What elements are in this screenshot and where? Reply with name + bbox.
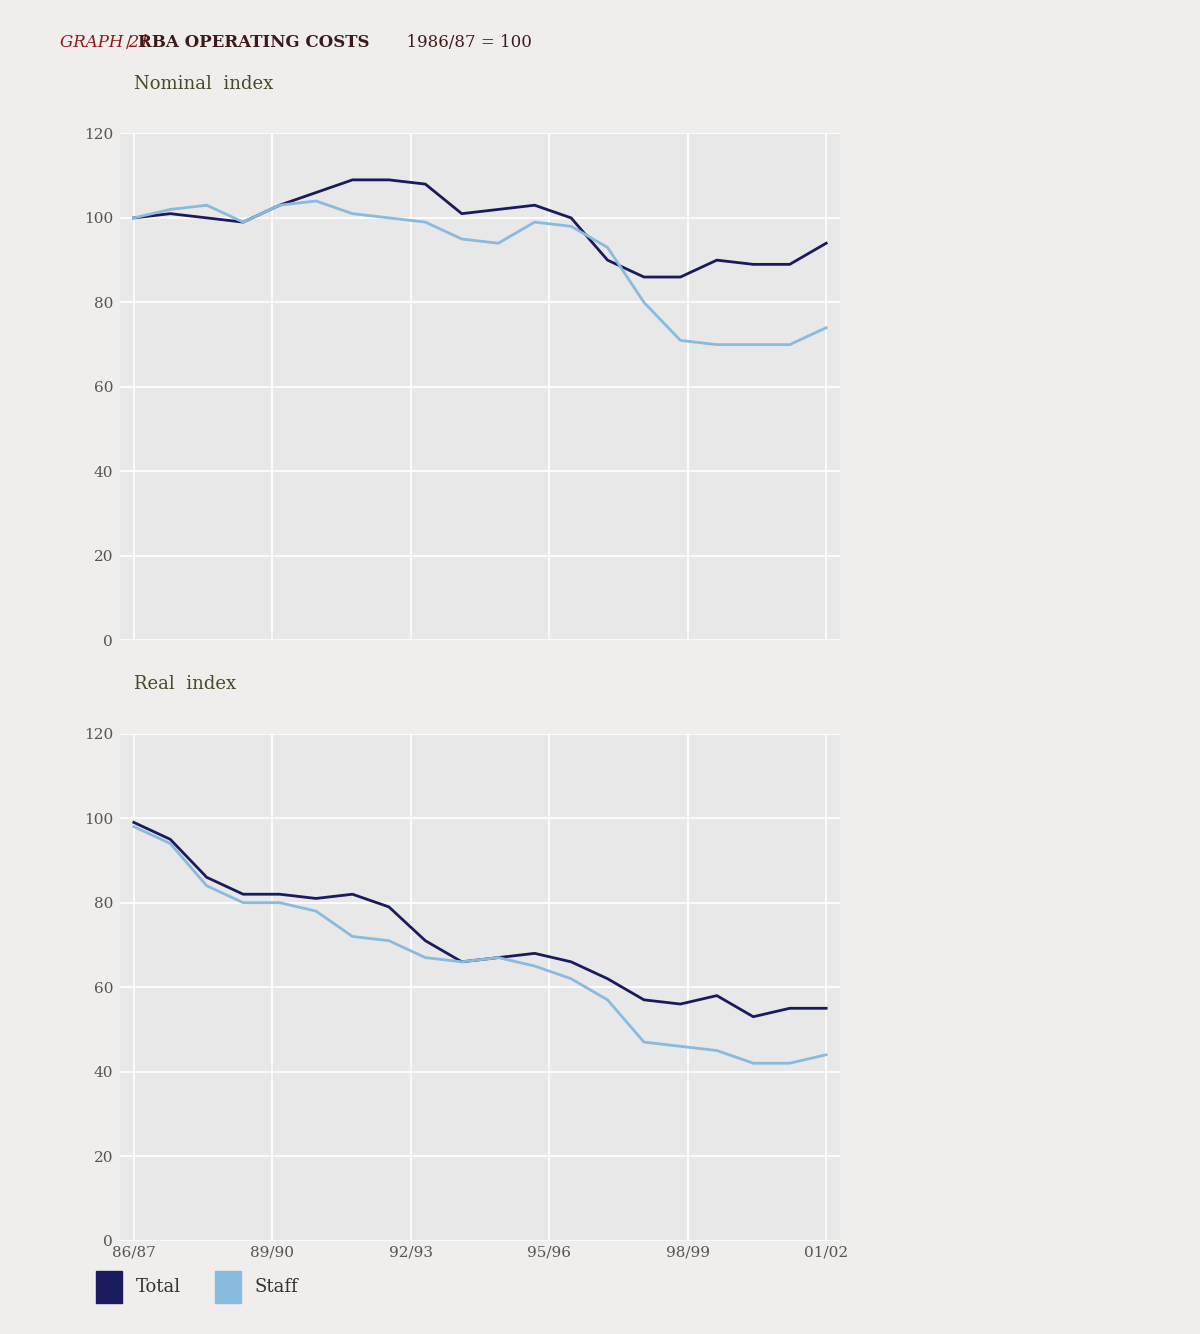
Text: Nominal  index: Nominal index xyxy=(134,75,274,93)
Text: RBA OPERATING COSTS: RBA OPERATING COSTS xyxy=(138,33,370,51)
Text: Staff: Staff xyxy=(254,1278,298,1297)
Text: 1986/87 = 100: 1986/87 = 100 xyxy=(396,33,532,51)
Text: /: / xyxy=(126,33,132,51)
Text: Real  index: Real index xyxy=(134,675,236,694)
Text: Total: Total xyxy=(136,1278,181,1297)
Bar xyxy=(215,1271,241,1303)
Text: GRAPH 21: GRAPH 21 xyxy=(60,33,150,51)
Bar xyxy=(96,1271,122,1303)
